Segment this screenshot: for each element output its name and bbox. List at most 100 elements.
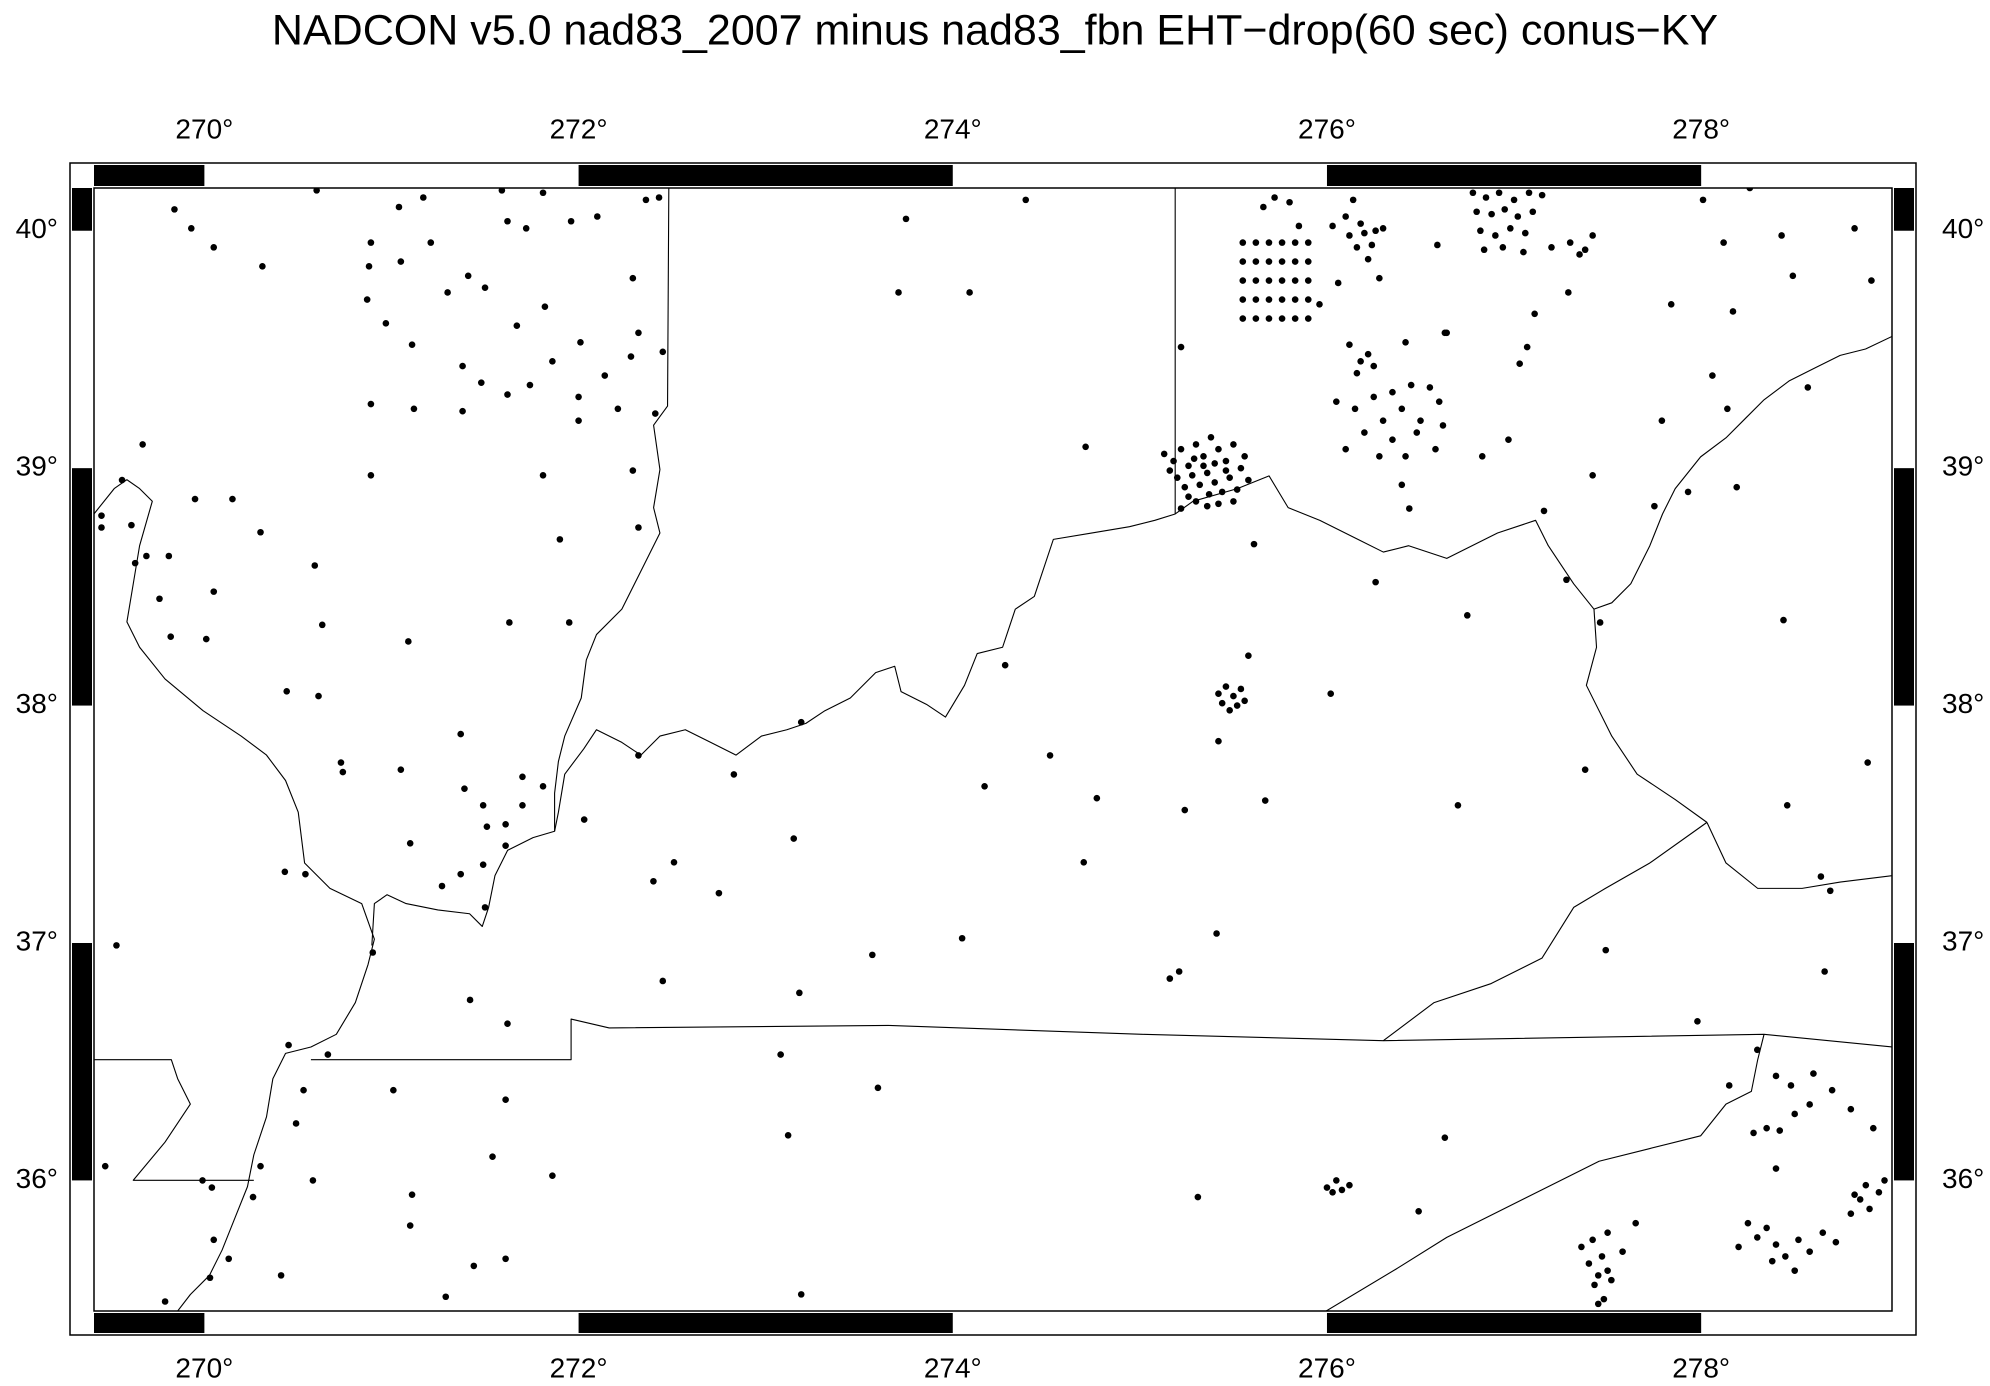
point — [1523, 343, 1531, 351]
point — [1778, 232, 1785, 239]
point — [504, 217, 511, 225]
ohio-river — [372, 336, 1892, 945]
point — [427, 239, 435, 246]
point — [1177, 505, 1185, 512]
point — [283, 688, 291, 695]
point — [1200, 462, 1207, 470]
point — [1376, 452, 1383, 460]
point — [1222, 467, 1230, 474]
point — [966, 289, 973, 296]
point — [1372, 578, 1379, 586]
point — [324, 1051, 332, 1058]
point — [408, 1191, 416, 1198]
point — [1492, 232, 1499, 239]
point — [1166, 467, 1174, 474]
point — [1772, 1165, 1780, 1172]
point — [1022, 196, 1030, 204]
point — [1376, 274, 1383, 282]
tn-va-nc-border — [1326, 1034, 1764, 1311]
point — [1869, 1124, 1877, 1132]
point — [1203, 469, 1211, 477]
point — [1499, 244, 1507, 251]
point — [981, 783, 988, 790]
point — [1413, 429, 1421, 436]
point — [1548, 244, 1555, 251]
point — [1531, 310, 1538, 318]
point — [1667, 301, 1675, 308]
frame-bands — [72, 165, 1914, 1333]
point — [1185, 462, 1192, 470]
point — [1488, 210, 1495, 218]
y-tick-label-right: 38° — [1942, 688, 1984, 719]
point — [1346, 1181, 1353, 1189]
point — [1441, 1134, 1449, 1141]
point — [1346, 341, 1353, 348]
point — [1327, 690, 1335, 698]
point — [187, 225, 195, 232]
point — [1370, 362, 1378, 370]
point — [367, 471, 375, 479]
point — [1170, 457, 1177, 465]
point — [1791, 1110, 1799, 1118]
point — [659, 977, 667, 985]
point — [902, 215, 910, 223]
point — [1804, 384, 1812, 391]
y-tick-label-right: 40° — [1942, 213, 1984, 244]
point — [281, 868, 289, 876]
point — [635, 752, 642, 759]
point — [874, 1084, 882, 1092]
point — [502, 1255, 509, 1263]
point — [1608, 1276, 1615, 1284]
x-tick-label-top: 274° — [924, 113, 982, 144]
point — [1725, 1082, 1733, 1089]
point — [1398, 405, 1406, 413]
point — [1709, 372, 1716, 379]
point — [1177, 343, 1185, 351]
point — [1720, 239, 1727, 246]
point — [506, 619, 513, 626]
point — [567, 217, 575, 225]
point — [1520, 248, 1527, 256]
point — [1402, 452, 1409, 460]
point — [1239, 277, 1247, 284]
point — [1265, 239, 1273, 246]
point — [1529, 208, 1537, 216]
point — [466, 996, 474, 1004]
point — [1046, 752, 1054, 759]
point — [419, 194, 427, 201]
point — [1832, 1238, 1840, 1246]
frame-segment — [94, 1313, 205, 1333]
point — [257, 528, 264, 536]
point — [1196, 481, 1204, 489]
point — [1334, 279, 1342, 287]
point — [1230, 692, 1237, 700]
point — [519, 801, 526, 809]
point — [1565, 289, 1572, 296]
point — [651, 410, 659, 417]
point — [1602, 946, 1610, 954]
point — [1405, 505, 1413, 512]
point — [556, 536, 564, 543]
point — [1795, 1236, 1802, 1244]
point — [367, 400, 375, 408]
point — [1278, 277, 1286, 284]
point — [1239, 315, 1247, 322]
point — [655, 194, 663, 201]
point — [635, 329, 642, 337]
point — [1729, 308, 1737, 315]
point — [406, 839, 414, 847]
point — [1205, 490, 1213, 498]
point — [259, 263, 266, 270]
point — [1724, 405, 1731, 413]
point — [101, 1162, 109, 1170]
point — [1439, 422, 1447, 429]
point — [1538, 191, 1546, 199]
point — [1415, 1207, 1422, 1215]
point — [1188, 471, 1196, 479]
frame-segment — [1326, 1313, 1702, 1333]
point — [1351, 405, 1359, 413]
point — [1851, 1191, 1858, 1198]
point — [1215, 445, 1222, 453]
point — [444, 289, 451, 296]
